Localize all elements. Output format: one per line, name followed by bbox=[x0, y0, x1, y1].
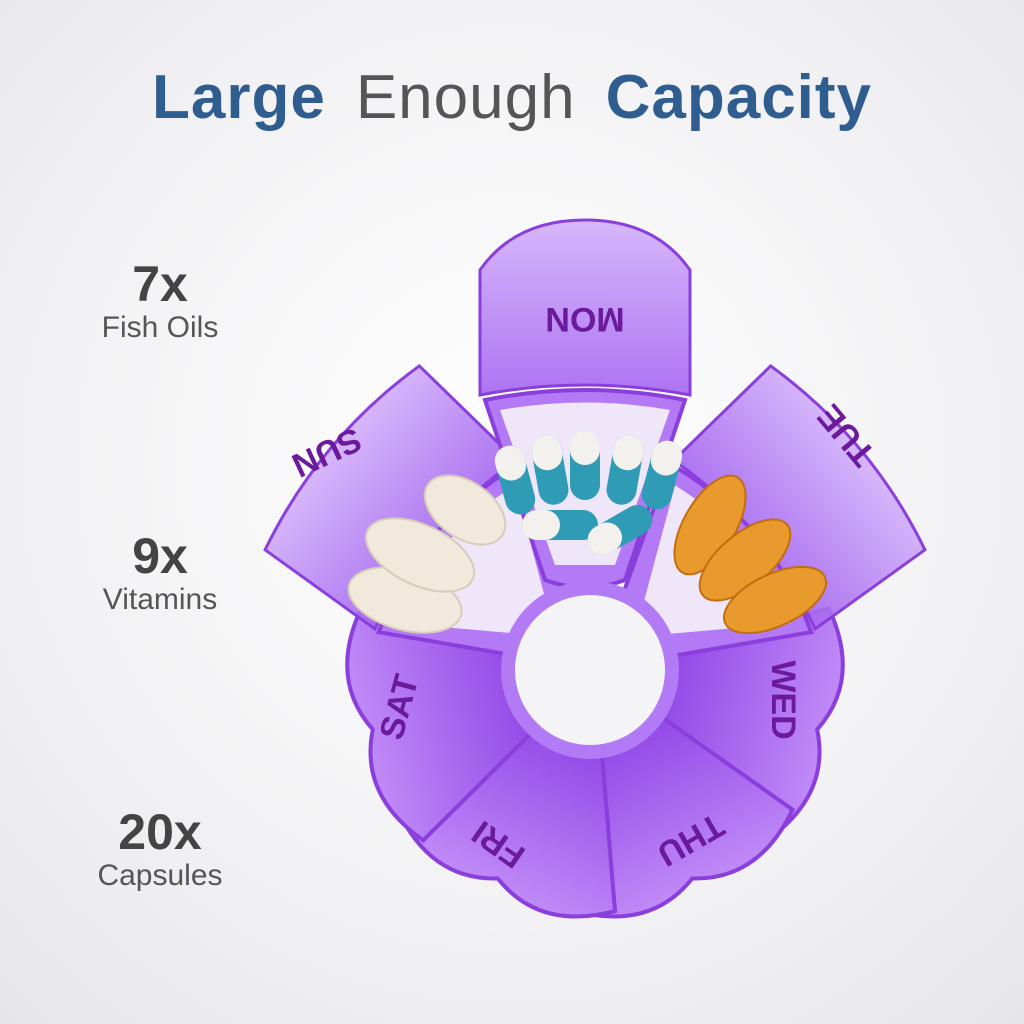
stat-count: 7x bbox=[132, 256, 188, 312]
day-label-mon: MON bbox=[545, 300, 624, 338]
headline-large: Large bbox=[151, 63, 326, 132]
day-label-wed: WED bbox=[764, 660, 802, 739]
stat-capsules: 20x Capsules bbox=[60, 806, 260, 894]
stat-vitamins: 9x Vitamins bbox=[60, 530, 260, 618]
stat-label: Capsules bbox=[97, 859, 223, 892]
fish-oils bbox=[673, 474, 828, 635]
stat-label: Vitamins bbox=[102, 583, 218, 616]
capsules bbox=[494, 430, 683, 555]
headline: Large Enough Capacity bbox=[0, 62, 1024, 133]
headline-capacity: Capacity bbox=[605, 63, 873, 132]
stat-count: 20x bbox=[118, 804, 202, 860]
stat-label: Fish Oils bbox=[101, 311, 219, 344]
headline-enough: Enough bbox=[355, 63, 576, 132]
stat-fish-oils: 7x Fish Oils bbox=[60, 258, 260, 346]
vitamins bbox=[347, 474, 507, 634]
stat-count: 9x bbox=[132, 528, 188, 584]
center-ring bbox=[501, 581, 679, 759]
